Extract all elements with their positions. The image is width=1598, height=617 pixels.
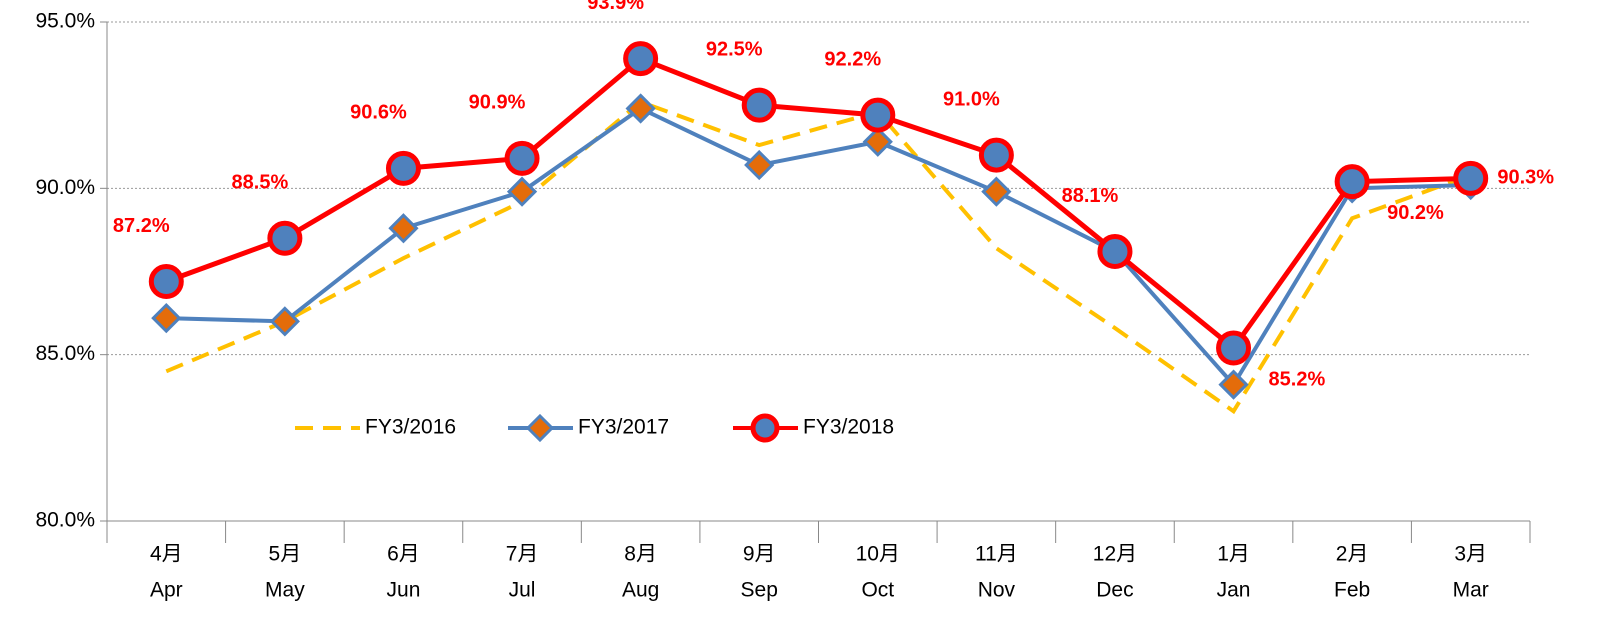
x-tick-label: Jul [509,579,536,602]
circle-marker [1453,160,1489,196]
circle-marker [1216,330,1252,366]
diamond-marker [388,213,419,244]
legend-marker [525,413,555,443]
value-label: 92.5% [706,38,763,60]
x-tick-label: 11月 [975,543,1018,566]
value-label: 91.0% [943,88,1000,110]
circle-marker [504,140,540,176]
series-line [165,55,1471,352]
diamond-marker [981,176,1012,207]
value-label: 92.2% [824,48,881,70]
y-tick-label: 95.0% [35,10,95,33]
y-tick-label: 80.0% [35,509,95,532]
x-tick-label: Dec [1096,579,1133,602]
legend-label: FY3/2016 [365,416,456,439]
circle-marker [741,87,777,123]
x-tick-label: 2月 [1336,543,1369,566]
x-tick-label: 10月 [856,543,900,566]
x-tick-label: 6月 [387,543,420,566]
x-tick-label: Mar [1453,579,1489,602]
x-tick-label: Apr [150,579,183,602]
x-tick-label: Aug [622,579,659,602]
diamond-marker [625,93,656,124]
x-tick-label: Jun [387,579,421,602]
x-tick-label: Jan [1217,579,1251,602]
x-tick-label: 7月 [506,543,539,566]
value-label: 90.6% [350,102,407,124]
value-label: 88.1% [1062,185,1119,207]
legend-label: FY3/2018 [803,416,894,439]
legend-label: FY3/2017 [578,416,669,439]
value-label: 88.5% [232,172,289,194]
x-tick-label: 4月 [150,543,183,566]
x-tick-label: Oct [861,579,894,602]
circle-marker [385,150,421,186]
diamond-marker [1218,369,1249,400]
y-tick-label: 90.0% [35,176,95,199]
circle-marker [148,263,184,299]
y-tick-label: 85.0% [35,342,95,365]
legend-marker [750,413,780,443]
x-tick-label: 9月 [743,543,776,566]
value-label: 93.9% [587,0,644,14]
value-label: 90.9% [469,92,526,114]
circle-marker [978,137,1014,173]
diamond-marker [151,302,182,334]
value-label: 90.3% [1497,167,1554,189]
circle-marker [267,220,303,256]
value-label: 90.2% [1387,202,1444,224]
diamond-marker [269,306,300,337]
diamond-marker [862,126,893,157]
diamond-marker [506,176,538,207]
x-tick-label: 1月 [1217,543,1250,566]
circle-marker [623,41,659,77]
x-tick-label: Sep [741,579,778,602]
circle-marker [1097,234,1133,270]
series-line [165,99,1472,415]
x-tick-label: Feb [1334,579,1370,602]
x-tick-label: 8月 [624,543,657,566]
diamond-marker [744,149,775,181]
value-label: 85.2% [1269,368,1326,390]
x-tick-label: Nov [978,579,1016,602]
x-tick-label: 12月 [1093,543,1137,566]
circle-marker [1334,164,1370,200]
series-line [166,106,1471,388]
x-tick-label: 5月 [269,543,302,566]
circle-marker [860,97,896,133]
x-tick-label: May [265,579,305,602]
value-label: 87.2% [113,215,170,237]
x-tick-label: 3月 [1454,543,1487,566]
